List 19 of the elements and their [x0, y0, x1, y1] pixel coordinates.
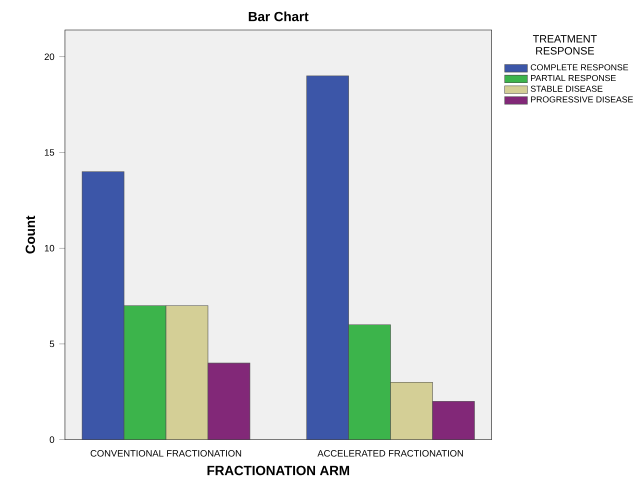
y-tick-label: 10	[44, 245, 54, 252]
legend-label: STABLE DISEASE	[530, 86, 602, 92]
bar	[390, 382, 433, 440]
y-tick-label: 20	[44, 54, 54, 60]
bar	[208, 362, 250, 440]
legend-label: PARTIAL RESPONSE	[531, 75, 616, 82]
y-tick-label: 15	[44, 149, 54, 156]
bar	[166, 306, 208, 440]
legend-label: COMPLETE RESPONSE	[530, 64, 628, 71]
x-axis-title: FRACTIONATION ARM	[208, 466, 350, 476]
x-tick-label: CONVENTIONAL FRACTIONATION	[90, 450, 242, 457]
legend-label: PROGRESSIVE DISEASE	[531, 96, 633, 103]
y-tick-label: 0	[50, 436, 54, 444]
legend-title: TREATMENT RESPONSE	[532, 35, 597, 55]
bar	[432, 401, 475, 440]
chart-title: Bar Chart	[248, 12, 308, 22]
y-axis-title: Count	[26, 216, 36, 254]
x-tick-label: ACCELERATED FRACTIONATION	[317, 450, 463, 457]
y-tick-label: 5	[50, 340, 54, 348]
